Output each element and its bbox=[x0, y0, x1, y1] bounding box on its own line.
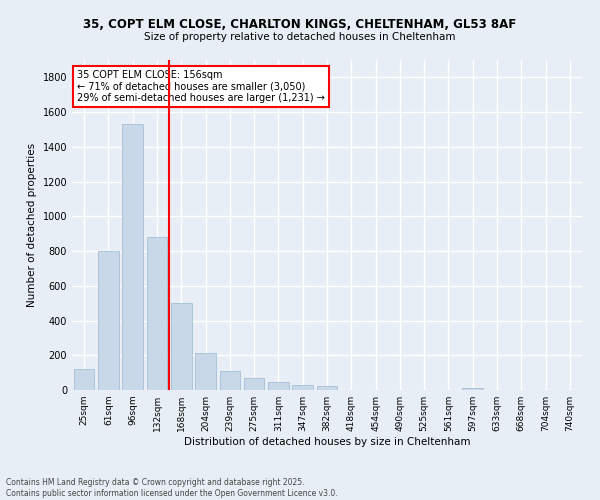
Text: Contains HM Land Registry data © Crown copyright and database right 2025.
Contai: Contains HM Land Registry data © Crown c… bbox=[6, 478, 338, 498]
X-axis label: Distribution of detached houses by size in Cheltenham: Distribution of detached houses by size … bbox=[184, 437, 470, 447]
Bar bbox=[74, 369, 94, 390]
Bar bbox=[268, 382, 289, 390]
Bar bbox=[171, 303, 191, 390]
Text: 35, COPT ELM CLOSE, CHARLTON KINGS, CHELTENHAM, GL53 8AF: 35, COPT ELM CLOSE, CHARLTON KINGS, CHEL… bbox=[83, 18, 517, 30]
Bar bbox=[244, 378, 265, 390]
Y-axis label: Number of detached properties: Number of detached properties bbox=[27, 143, 37, 307]
Bar bbox=[122, 124, 143, 390]
Bar bbox=[146, 237, 167, 390]
Bar bbox=[195, 352, 216, 390]
Text: 35 COPT ELM CLOSE: 156sqm
← 71% of detached houses are smaller (3,050)
29% of se: 35 COPT ELM CLOSE: 156sqm ← 71% of detac… bbox=[77, 70, 325, 103]
Bar bbox=[220, 371, 240, 390]
Bar bbox=[292, 385, 313, 390]
Bar bbox=[317, 386, 337, 390]
Text: Size of property relative to detached houses in Cheltenham: Size of property relative to detached ho… bbox=[144, 32, 456, 42]
Bar bbox=[463, 388, 483, 390]
Bar bbox=[98, 251, 119, 390]
